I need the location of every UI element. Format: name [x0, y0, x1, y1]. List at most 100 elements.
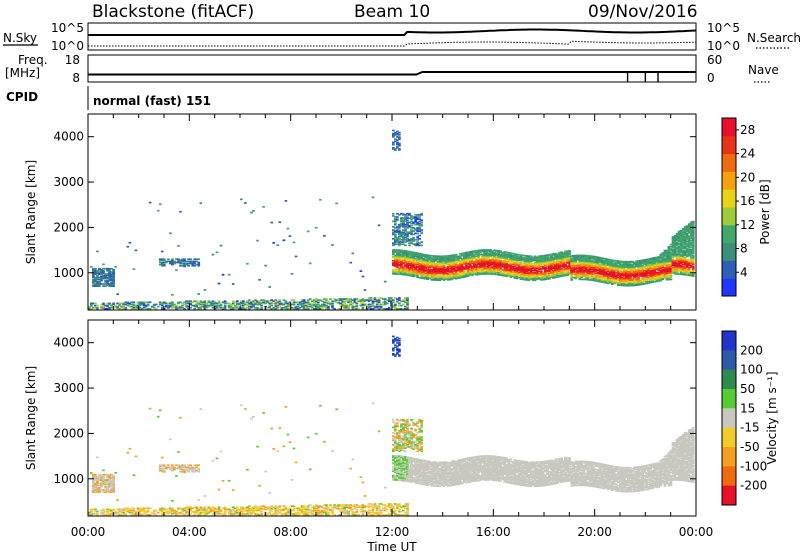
echo-cell	[406, 273, 409, 275]
echo-cell	[475, 249, 478, 252]
echo-cell	[473, 262, 476, 264]
echo-cell	[651, 262, 655, 265]
echo-cell	[576, 264, 580, 267]
echo-cell	[661, 260, 665, 263]
echo-cell	[631, 268, 634, 271]
echo-cell	[493, 258, 496, 260]
echo-cell	[94, 267, 97, 270]
echo-cell	[223, 308, 227, 310]
echo-cell	[562, 257, 565, 260]
echo-cell	[667, 254, 671, 257]
echo-cell	[98, 273, 101, 276]
echo-cell	[88, 514, 91, 516]
echo-cell	[250, 301, 253, 304]
echo-cell	[556, 268, 559, 271]
echo-cell	[152, 306, 156, 309]
echo-cell	[331, 306, 334, 309]
echo-cell	[394, 269, 397, 272]
echo-cell	[108, 276, 111, 279]
colorbar-step	[722, 221, 736, 226]
echo-cell	[96, 478, 99, 480]
echo-cell	[515, 272, 519, 274]
echo-cell	[493, 253, 496, 256]
echo-cell	[515, 273, 519, 275]
echo-cell	[434, 256, 438, 259]
echo-cell	[203, 289, 207, 291]
echo-cell	[138, 509, 142, 512]
echo-cell	[685, 244, 689, 247]
echo-cell	[677, 264, 681, 267]
echo-cell	[623, 270, 626, 273]
echo-cell	[610, 280, 614, 282]
echo-cell	[546, 270, 549, 273]
echo-cell	[629, 283, 632, 286]
echo-cell	[383, 298, 387, 300]
echo-cell	[507, 258, 511, 261]
echo-cell	[529, 273, 533, 276]
echo-cell	[371, 196, 375, 199]
echo-cell	[404, 271, 407, 274]
echo-cell	[665, 265, 669, 268]
echo-cell	[416, 228, 419, 230]
echo-cell	[116, 508, 119, 511]
echo-cell	[535, 277, 539, 279]
echo-cell	[458, 273, 462, 276]
echo-cell	[227, 304, 231, 307]
echo-cell	[477, 250, 480, 253]
echo-cell	[523, 270, 527, 272]
echo-cell	[392, 271, 395, 274]
echo-cell	[353, 308, 357, 310]
echo-cell	[112, 488, 115, 490]
echo-cell	[428, 268, 432, 271]
echo-cell	[414, 268, 417, 271]
echo-cell	[402, 303, 405, 306]
echo-cell	[416, 218, 419, 221]
echo-cell	[495, 261, 498, 264]
echo-cell	[691, 262, 695, 264]
echo-cell	[558, 274, 561, 277]
echo-cell	[392, 229, 395, 231]
echo-cell	[481, 253, 484, 256]
echo-cell	[398, 224, 401, 227]
echo-cell	[396, 130, 399, 133]
echo-cell	[392, 249, 395, 251]
echo-cell	[594, 274, 598, 277]
echo-cell	[669, 268, 673, 271]
echo-cell	[665, 278, 669, 281]
echo-cell	[418, 267, 421, 269]
echo-cell	[98, 479, 101, 482]
echo-cell	[503, 257, 507, 260]
echo-cell	[416, 242, 419, 244]
echo-cell	[661, 257, 665, 260]
echo-cell	[207, 304, 211, 307]
echo-cell	[562, 259, 565, 262]
echo-cell	[604, 259, 608, 261]
echo-cell	[667, 247, 671, 249]
echo-cell	[434, 271, 438, 274]
echo-cell	[556, 272, 559, 275]
echo-cell	[276, 303, 280, 306]
echo-cell	[432, 259, 436, 262]
echo-cell	[673, 266, 677, 269]
echo-cell	[582, 270, 586, 273]
echo-cell	[96, 489, 99, 491]
echo-cell	[424, 270, 428, 273]
echo-cell	[290, 273, 294, 275]
echo-cell	[333, 308, 336, 310]
echo-cell	[213, 302, 217, 305]
echo-cell	[120, 305, 124, 308]
echo-cell	[590, 255, 594, 258]
echo-cell	[408, 240, 411, 242]
echo-cell	[612, 259, 616, 262]
echo-cell	[369, 308, 373, 310]
echo-cell	[535, 278, 539, 280]
echo-cell	[665, 254, 669, 257]
echo-cell	[570, 269, 573, 271]
echo-cell	[621, 277, 624, 279]
echo-cell	[501, 261, 505, 264]
echo-cell	[679, 273, 683, 276]
echo-cell	[592, 279, 596, 282]
echo-cell	[539, 274, 543, 277]
echo-cell	[448, 271, 452, 273]
echo-cell	[631, 282, 634, 285]
